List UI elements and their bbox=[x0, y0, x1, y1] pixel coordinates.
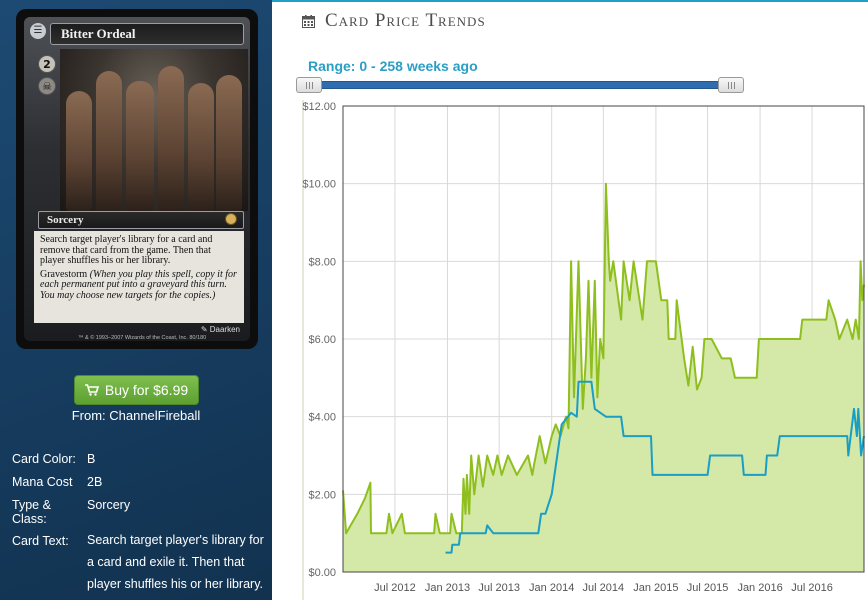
card-details: Card Color: B Mana Cost 2B Type & Class:… bbox=[12, 452, 268, 600]
card-type-line: Sorcery bbox=[38, 211, 244, 229]
x-tick-label: Jul 2012 bbox=[374, 582, 416, 594]
x-tick-label: Jul 2016 bbox=[791, 582, 833, 594]
x-tick-label: Jan 2013 bbox=[425, 582, 470, 594]
accent-bar bbox=[272, 0, 868, 2]
panel-title-text: Card Price Trends bbox=[325, 10, 486, 31]
art-figure bbox=[216, 75, 242, 211]
detail-row-color: Card Color: B bbox=[12, 452, 268, 467]
art-figure bbox=[158, 66, 184, 211]
buy-button[interactable]: Buy for $6.99 bbox=[74, 375, 199, 405]
mana-black-skull-icon: ☠ bbox=[38, 77, 56, 95]
range-label: Range: 0 - 258 weeks ago bbox=[308, 58, 478, 74]
detail-label: Card Color: bbox=[12, 452, 76, 466]
set-symbol-icon: ☰ bbox=[30, 23, 46, 39]
y-tick-label: $10.00 bbox=[302, 179, 336, 191]
detail-value: Sorcery bbox=[87, 498, 131, 512]
detail-value: Search target player's library for a car… bbox=[87, 533, 266, 600]
gravestorm-keyword: Gravestorm bbox=[40, 268, 88, 280]
x-tick-label: Jul 2015 bbox=[687, 582, 729, 594]
card-sidebar: ☰ Bitter Ordeal 2 ☠ Sorcery Search targe… bbox=[0, 0, 272, 600]
card-type-text: Sorcery bbox=[47, 214, 84, 226]
plot-border bbox=[342, 105, 865, 573]
y-tick-label: $4.00 bbox=[308, 412, 336, 424]
card-copyright: ™ & © 1993–2007 Wizards of the Coast, In… bbox=[78, 335, 207, 341]
art-figure bbox=[96, 71, 122, 211]
gravestorm-text: Gravestorm (When you play this spell, co… bbox=[40, 268, 238, 302]
mana-generic-icon: 2 bbox=[38, 55, 56, 73]
gravestorm-reminder: (When you play this spell, copy it for e… bbox=[40, 268, 237, 301]
online-price-line bbox=[445, 380, 865, 554]
y-tick-label: $6.00 bbox=[308, 334, 336, 346]
paper-price-area bbox=[343, 183, 864, 572]
range-slider[interactable] bbox=[296, 76, 744, 94]
range-slider-end-handle[interactable] bbox=[718, 77, 744, 93]
buy-button-label: Buy for $6.99 bbox=[104, 382, 189, 398]
art-figure bbox=[188, 83, 214, 211]
shopping-cart-icon bbox=[84, 384, 99, 396]
card-frame: ☰ Bitter Ordeal 2 ☠ Sorcery Search targe… bbox=[24, 17, 250, 341]
panel-title: Card Price Trends bbox=[302, 10, 486, 32]
x-tick-label: Jan 2015 bbox=[633, 582, 678, 594]
card-mana-cost: 2 ☠ bbox=[38, 55, 56, 101]
card-rules-text: Search target player's library for a car… bbox=[34, 231, 244, 323]
y-tick-label: $8.00 bbox=[308, 256, 336, 268]
detail-label: Card Text: bbox=[12, 534, 69, 548]
rarity-icon bbox=[225, 213, 237, 225]
rules-text: Search target player's library for a car… bbox=[40, 234, 213, 266]
range-slider-track[interactable] bbox=[306, 81, 734, 89]
price-trend-chart: $0.00 $2.00 $4.00 $6.00 $8.00 $10.00 $12.00 Jul… bbox=[302, 100, 865, 600]
card-image: ☰ Bitter Ordeal 2 ☠ Sorcery Search targe… bbox=[16, 9, 258, 349]
paper-price-line bbox=[342, 182, 865, 535]
art-figure bbox=[126, 81, 154, 211]
detail-value: B bbox=[87, 452, 96, 466]
y-tick-label: $0.00 bbox=[308, 567, 336, 579]
seller-name: From: ChannelFireball bbox=[71, 408, 201, 423]
detail-value: 2B bbox=[87, 475, 103, 489]
range-slider-start-handle[interactable] bbox=[296, 77, 322, 93]
calendar-icon bbox=[302, 14, 315, 28]
y-tick-label: $2.00 bbox=[308, 489, 336, 501]
detail-label: Type & Class: bbox=[12, 498, 51, 526]
card-artist-name: Daarken bbox=[209, 325, 240, 334]
x-tick-label: Jan 2014 bbox=[529, 582, 574, 594]
x-tick-label: Jan 2016 bbox=[737, 582, 782, 594]
detail-row-mana-cost: Mana Cost 2B bbox=[12, 475, 268, 490]
art-figure bbox=[66, 91, 92, 211]
y-tick-label: $12.00 bbox=[302, 101, 336, 113]
card-artist: ✎ Daarken bbox=[200, 325, 240, 334]
detail-label: Mana Cost bbox=[12, 475, 73, 489]
detail-row-card-text: Card Text: Search target player's librar… bbox=[12, 533, 268, 600]
x-tick-label: Jul 2013 bbox=[478, 582, 520, 594]
x-tick-label: Jul 2014 bbox=[583, 582, 625, 594]
card-name: Bitter Ordeal bbox=[50, 23, 244, 45]
detail-row-type: Type & Class: Sorcery bbox=[12, 498, 268, 526]
card-artwork bbox=[60, 49, 248, 211]
